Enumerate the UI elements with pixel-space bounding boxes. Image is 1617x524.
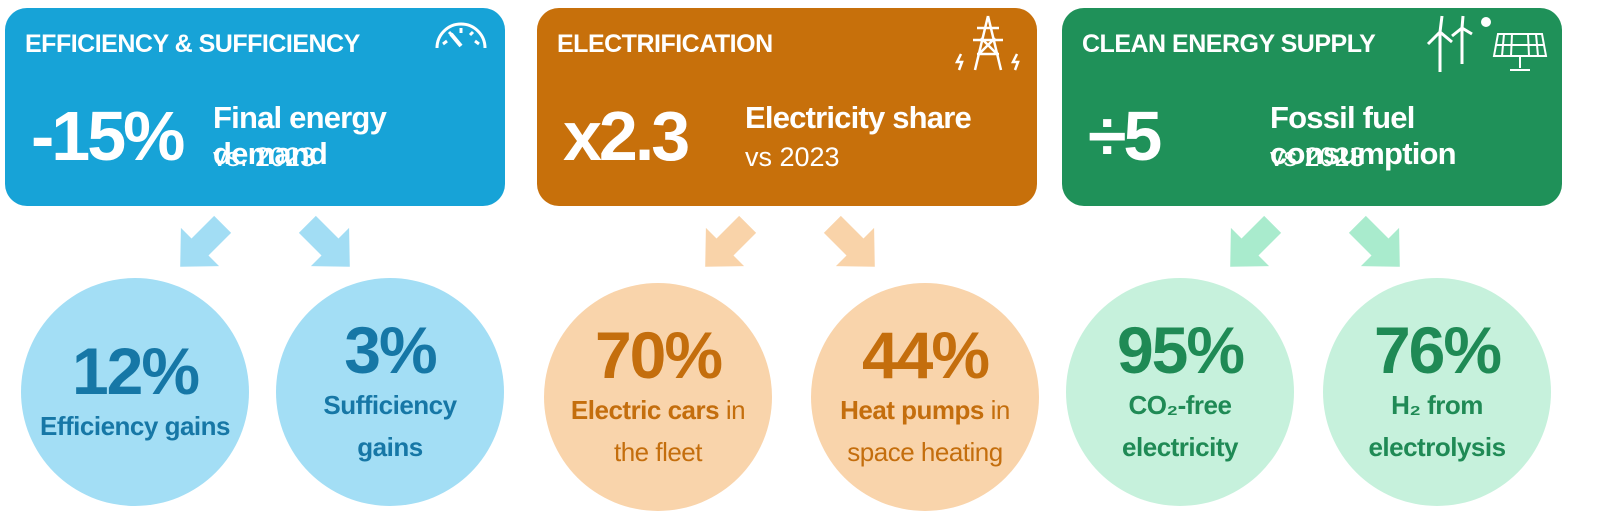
icon-part <box>973 15 1003 71</box>
panel-icon <box>953 14 1023 79</box>
stat-text: Heat pumps in space heating <box>828 390 1023 473</box>
icon-part <box>449 32 463 48</box>
headline-sub: vs 2023 <box>1270 142 1365 172</box>
icon-part <box>1492 33 1548 71</box>
stat-value: 70% <box>594 317 723 392</box>
headline-value: -15% <box>31 97 185 175</box>
panel-title: EFFICIENCY & SUFFICIENCY <box>25 30 360 58</box>
panel: ELECTRIFICATION x2.3 Electricity share vs 2… <box>537 8 1037 206</box>
stat-bold: Heat pumps <box>840 395 984 426</box>
headline-value: x2.3 <box>563 97 690 175</box>
stat-text: Sufficiency gains <box>293 385 488 468</box>
icon-part <box>1451 15 1473 64</box>
panel-title: ELECTRIFICATION <box>557 30 773 58</box>
stat-bold: Efficiency gains <box>40 410 230 441</box>
stat-text: CO₂-free electricity <box>1083 385 1278 468</box>
headline-label: Final energy demand <box>213 100 387 171</box>
stat-circle: 70% Electric cars in the fleet <box>544 283 772 511</box>
stat-circle: 76% H₂ from electrolysis <box>1323 278 1551 506</box>
headline-value: ÷5 <box>1088 97 1162 175</box>
icon-part <box>435 22 487 49</box>
stat-value: 76% <box>1373 312 1502 387</box>
stat-circle: 3% Sufficiency gains <box>276 278 504 506</box>
panel-icon <box>431 14 491 59</box>
panel: CLEAN ENERGY SUPPLY ÷5 Fossil fuel consump… <box>1062 8 1562 206</box>
stat-bold: H₂ from electrolysis <box>1368 390 1506 462</box>
icon-part <box>1426 15 1453 72</box>
stat-bold: CO₂-free electricity <box>1122 390 1238 462</box>
headline-label: Electricity share <box>745 100 972 135</box>
stat-circle: 12% Efficiency gains <box>21 278 249 506</box>
panel-title: CLEAN ENERGY SUPPLY <box>1082 30 1376 58</box>
stat-bold: Sufficiency gains <box>323 390 457 462</box>
icon-part <box>1481 17 1491 27</box>
icon-part <box>442 28 480 46</box>
icon-part <box>954 53 964 71</box>
stat-text: H₂ from electrolysis <box>1340 385 1535 468</box>
headline-label: Fossil fuel consumption <box>1270 100 1457 171</box>
arrows <box>180 215 1400 267</box>
stat-bold: Electric cars <box>570 395 720 426</box>
headline-sub: vs 2023 <box>745 142 840 172</box>
icon-part <box>954 15 1020 71</box>
stat-plain: in space heating <box>847 395 1010 467</box>
stat-plain: in the fleet <box>613 395 746 467</box>
stat-text: Efficiency gains <box>38 406 233 448</box>
stat-circle: 44% Heat pumps in space heating <box>811 283 1039 511</box>
stat-value: 44% <box>861 317 990 392</box>
panel-icon <box>1418 14 1548 79</box>
icon-part <box>435 22 487 49</box>
icon-part <box>1010 53 1020 71</box>
icon-part <box>1426 15 1548 72</box>
stat-circle: 95% CO₂-free electricity <box>1066 278 1294 506</box>
stat-value: 95% <box>1116 312 1245 387</box>
headline-sub: vs. 2023 <box>213 142 316 172</box>
stat-value: 3% <box>344 312 437 387</box>
panel: EFFICIENCY & SUFFICIENCY -15% Final energy… <box>5 8 505 206</box>
stat-text: Electric cars in the fleet <box>561 390 756 473</box>
stat-value: 12% <box>71 333 200 408</box>
